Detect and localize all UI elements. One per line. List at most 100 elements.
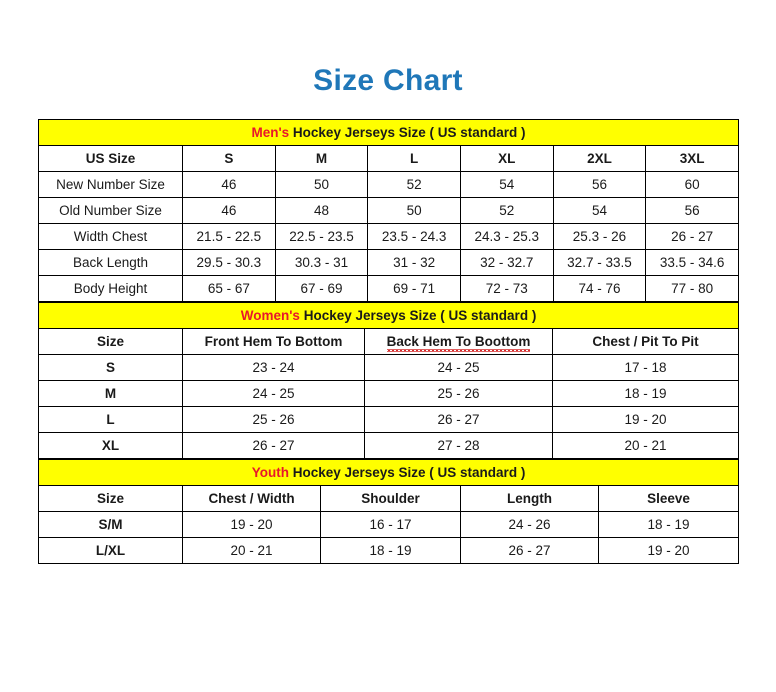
table-row: Width Chest 21.5 - 22.5 22.5 - 23.5 23.5… bbox=[38, 223, 739, 250]
mens-cell-2-1: 22.5 - 23.5 bbox=[274, 223, 369, 250]
mens-cell-2-2: 23.5 - 24.3 bbox=[367, 223, 461, 250]
mens-cell-4-3: 72 - 73 bbox=[459, 275, 554, 302]
mens-cell-2-0: 21.5 - 22.5 bbox=[182, 223, 276, 250]
mens-col-header-5: 2XL bbox=[552, 145, 647, 172]
mens-size-table: Men's Hockey Jerseys Size ( US standard … bbox=[38, 119, 739, 302]
mens-cell-4-4: 74 - 76 bbox=[552, 275, 647, 302]
youth-col-header-3: Length bbox=[460, 485, 599, 512]
mens-cell-3-5: 33.5 - 34.6 bbox=[645, 249, 739, 276]
womens-cell-0-0: 23 - 24 bbox=[182, 354, 365, 381]
youth-cell-0-3: 18 - 19 bbox=[597, 511, 740, 538]
womens-row-label-3: XL bbox=[38, 432, 183, 459]
youth-col-header-0: Size bbox=[38, 485, 183, 512]
mens-cell-1-4: 54 bbox=[552, 197, 647, 224]
mens-cell-0-2: 52 bbox=[367, 171, 461, 198]
mens-row-label-3: Back Length bbox=[38, 249, 183, 276]
mens-section-header-row: Men's Hockey Jerseys Size ( US standard … bbox=[38, 119, 739, 146]
table-row: Old Number Size 46 48 50 52 54 56 bbox=[38, 197, 739, 224]
mens-cell-3-0: 29.5 - 30.3 bbox=[182, 249, 276, 276]
youth-section-header: Youth Hockey Jerseys Size ( US standard … bbox=[37, 459, 740, 486]
mens-cell-2-3: 24.3 - 25.3 bbox=[459, 223, 554, 250]
mens-cell-0-5: 60 bbox=[645, 171, 739, 198]
mens-cell-4-5: 77 - 80 bbox=[645, 275, 739, 302]
table-row: S/M 19 - 20 16 - 17 24 - 26 18 - 19 bbox=[38, 511, 740, 538]
mens-cell-0-3: 54 bbox=[459, 171, 554, 198]
mens-row-label-2: Width Chest bbox=[38, 223, 183, 250]
youth-cell-0-0: 19 - 20 bbox=[182, 511, 321, 538]
youth-header-accent: Youth bbox=[251, 464, 289, 480]
mens-cell-3-4: 32.7 - 33.5 bbox=[552, 249, 647, 276]
mens-header-rest: Hockey Jerseys Size ( US standard ) bbox=[289, 124, 526, 140]
mens-col-header-6: 3XL bbox=[645, 145, 739, 172]
table-row: L 25 - 26 26 - 27 19 - 20 bbox=[38, 406, 740, 433]
womens-cell-1-1: 25 - 26 bbox=[364, 380, 553, 407]
table-row: New Number Size 46 50 52 54 56 60 bbox=[38, 171, 739, 198]
womens-cell-1-2: 18 - 19 bbox=[551, 380, 740, 407]
youth-col-header-4: Sleeve bbox=[597, 485, 740, 512]
youth-column-header-row: Size Chest / Width Shoulder Length Sleev… bbox=[38, 485, 740, 512]
womens-cell-2-0: 25 - 26 bbox=[182, 406, 365, 433]
youth-row-label-1: L/XL bbox=[38, 537, 183, 564]
mens-col-header-1: S bbox=[182, 145, 276, 172]
mens-cell-0-1: 50 bbox=[274, 171, 369, 198]
mens-cell-2-5: 26 - 27 bbox=[645, 223, 739, 250]
size-chart-container: Men's Hockey Jerseys Size ( US standard … bbox=[37, 119, 740, 564]
youth-row-label-0: S/M bbox=[38, 511, 183, 538]
youth-section-header-row: Youth Hockey Jerseys Size ( US standard … bbox=[37, 459, 740, 486]
mens-cell-4-1: 67 - 69 bbox=[274, 275, 369, 302]
mens-cell-1-2: 50 bbox=[367, 197, 461, 224]
mens-col-header-3: L bbox=[367, 145, 461, 172]
mens-cell-4-2: 69 - 71 bbox=[367, 275, 461, 302]
mens-col-header-0: US Size bbox=[38, 145, 183, 172]
youth-col-header-1: Chest / Width bbox=[182, 485, 321, 512]
mens-cell-1-3: 52 bbox=[459, 197, 554, 224]
womens-cell-3-2: 20 - 21 bbox=[551, 432, 740, 459]
mens-row-label-0: New Number Size bbox=[38, 171, 183, 198]
womens-col-header-3: Chest / Pit To Pit bbox=[551, 328, 740, 355]
womens-row-label-1: M bbox=[38, 380, 183, 407]
mens-cell-1-5: 56 bbox=[645, 197, 739, 224]
table-row: XL 26 - 27 27 - 28 20 - 21 bbox=[38, 432, 740, 459]
page-title: Size Chart bbox=[313, 64, 463, 97]
mens-cell-0-0: 46 bbox=[182, 171, 276, 198]
mens-header-accent: Men's bbox=[251, 124, 290, 140]
mens-cell-1-0: 46 bbox=[182, 197, 276, 224]
mens-col-header-2: M bbox=[274, 145, 369, 172]
table-row: L/XL 20 - 21 18 - 19 26 - 27 19 - 20 bbox=[38, 537, 740, 564]
table-row: Body Height 65 - 67 67 - 69 69 - 71 72 -… bbox=[38, 275, 739, 302]
womens-col-header-2-text: Back Hem To Boottom bbox=[386, 333, 531, 352]
youth-cell-0-2: 24 - 26 bbox=[460, 511, 599, 538]
mens-cell-2-4: 25.3 - 26 bbox=[552, 223, 647, 250]
table-row: S 23 - 24 24 - 25 17 - 18 bbox=[38, 354, 740, 381]
youth-size-table: Youth Hockey Jerseys Size ( US standard … bbox=[37, 459, 740, 564]
mens-cell-4-0: 65 - 67 bbox=[182, 275, 276, 302]
mens-cell-0-4: 56 bbox=[552, 171, 647, 198]
womens-cell-0-1: 24 - 25 bbox=[364, 354, 553, 381]
mens-col-header-4: XL bbox=[459, 145, 554, 172]
womens-row-label-0: S bbox=[38, 354, 183, 381]
youth-cell-0-1: 16 - 17 bbox=[320, 511, 461, 538]
mens-section-header: Men's Hockey Jerseys Size ( US standard … bbox=[38, 119, 739, 146]
womens-section-header-row: Women's Hockey Jerseys Size ( US standar… bbox=[37, 302, 740, 329]
womens-cell-2-2: 19 - 20 bbox=[551, 406, 740, 433]
womens-header-rest: Hockey Jerseys Size ( US standard ) bbox=[299, 307, 537, 323]
youth-cell-1-1: 18 - 19 bbox=[320, 537, 461, 564]
mens-cell-3-1: 30.3 - 31 bbox=[274, 249, 369, 276]
womens-cell-1-0: 24 - 25 bbox=[182, 380, 365, 407]
table-row: M 24 - 25 25 - 26 18 - 19 bbox=[38, 380, 740, 407]
womens-cell-2-1: 26 - 27 bbox=[364, 406, 553, 433]
youth-col-header-2: Shoulder bbox=[320, 485, 461, 512]
womens-col-header-2: Back Hem To Boottom bbox=[364, 328, 553, 355]
womens-col-header-1: Front Hem To Bottom bbox=[182, 328, 365, 355]
mens-column-header-row: US Size S M L XL 2XL 3XL bbox=[38, 145, 739, 172]
womens-section-header: Women's Hockey Jerseys Size ( US standar… bbox=[37, 302, 740, 329]
youth-header-rest: Hockey Jerseys Size ( US standard ) bbox=[288, 464, 526, 480]
table-row: Back Length 29.5 - 30.3 30.3 - 31 31 - 3… bbox=[38, 249, 739, 276]
mens-cell-3-3: 32 - 32.7 bbox=[459, 249, 554, 276]
mens-row-label-4: Body Height bbox=[38, 275, 183, 302]
womens-size-table: Women's Hockey Jerseys Size ( US standar… bbox=[37, 302, 740, 459]
womens-cell-3-1: 27 - 28 bbox=[364, 432, 553, 459]
youth-cell-1-0: 20 - 21 bbox=[182, 537, 321, 564]
womens-column-header-row: Size Front Hem To Bottom Back Hem To Boo… bbox=[38, 328, 740, 355]
